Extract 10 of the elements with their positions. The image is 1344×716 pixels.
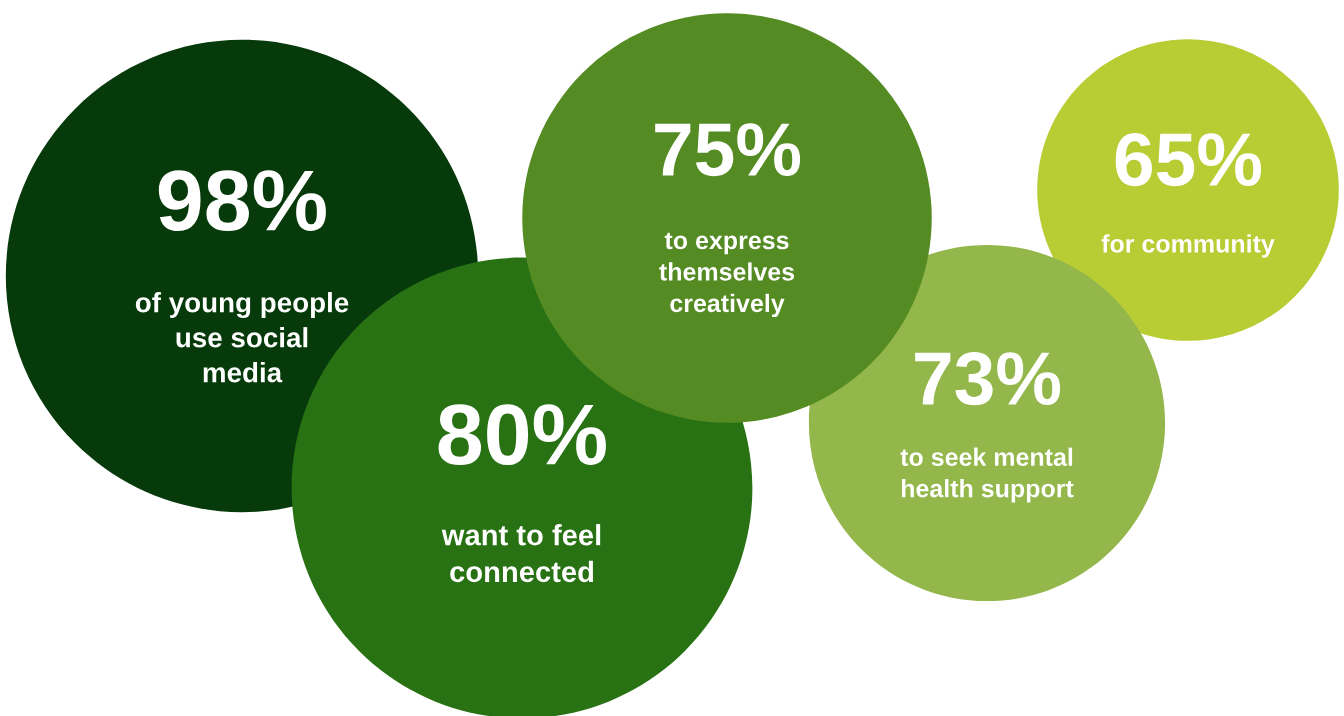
category-label: to seek mental health support [900, 447, 1074, 503]
data-label: 65% [1115, 133, 1262, 187]
category-label: want to feel connected [441, 524, 601, 583]
category-label: to express themselves creatively [659, 232, 795, 318]
data-label: 73% [915, 352, 1061, 406]
data-label: 80% [438, 404, 606, 466]
category-label: of young people use social media [135, 292, 349, 383]
data-label: 75% [655, 123, 801, 177]
data-label: 98% [158, 170, 326, 232]
category-label: for community [1101, 234, 1275, 258]
